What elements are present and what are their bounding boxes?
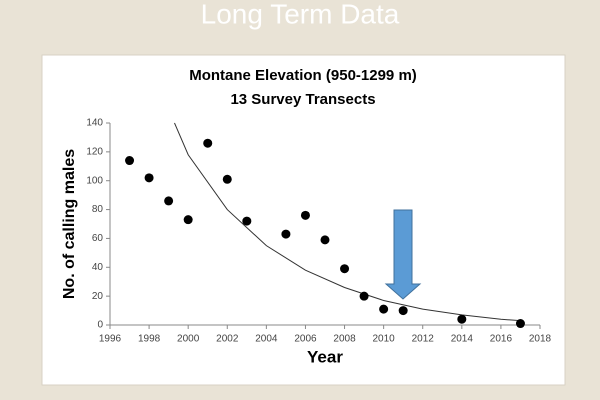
arrow — [384, 209, 422, 300]
point — [379, 304, 389, 314]
x-tick-label: 2002 — [216, 334, 239, 345]
x-tick-label: 1996 — [99, 334, 122, 345]
x-tick-label: 2012 — [412, 334, 435, 345]
point — [203, 138, 213, 148]
point — [164, 196, 174, 206]
point — [398, 306, 408, 316]
x-tick-label: 2004 — [255, 334, 278, 345]
point — [300, 210, 310, 220]
y-axis-label: No. of calling males — [61, 149, 78, 299]
y-tick-label: 100 — [86, 175, 103, 186]
x-axis-label: Year — [307, 347, 343, 366]
chart-subtitle: 13 Survey Transects — [230, 91, 375, 108]
y-tick-label: 40 — [92, 262, 104, 273]
x-tick-label: 2014 — [451, 334, 474, 345]
y-tick-label: 0 — [97, 320, 103, 331]
trend-line — [174, 122, 521, 322]
point — [359, 291, 369, 301]
point — [457, 314, 467, 324]
x-tick-label: 2018 — [529, 334, 552, 345]
y-tick-label: 80 — [92, 204, 104, 215]
x-tick-label: 2010 — [373, 334, 396, 345]
point — [320, 235, 330, 245]
point — [222, 174, 232, 184]
slide-title: Long Term Data — [201, 0, 400, 29]
y-tick-label: 140 — [86, 118, 103, 129]
point — [144, 173, 154, 183]
point — [340, 264, 350, 274]
x-tick-label: 2008 — [333, 334, 356, 345]
x-tick-label: 2006 — [294, 334, 317, 345]
point — [125, 156, 135, 166]
y-tick-label: 120 — [86, 146, 103, 157]
point — [242, 216, 252, 226]
x-tick-label: 2000 — [177, 334, 200, 345]
point — [515, 319, 525, 329]
point — [281, 229, 291, 239]
point — [183, 215, 193, 225]
x-tick-label: 1998 — [138, 334, 161, 345]
y-tick-label: 60 — [92, 233, 104, 244]
y-tick-label: 20 — [92, 291, 104, 302]
x-tick-label: 2016 — [490, 334, 513, 345]
chart-panel — [41, 54, 566, 386]
chart-title: Montane Elevation (950-1299 m) — [189, 67, 417, 84]
